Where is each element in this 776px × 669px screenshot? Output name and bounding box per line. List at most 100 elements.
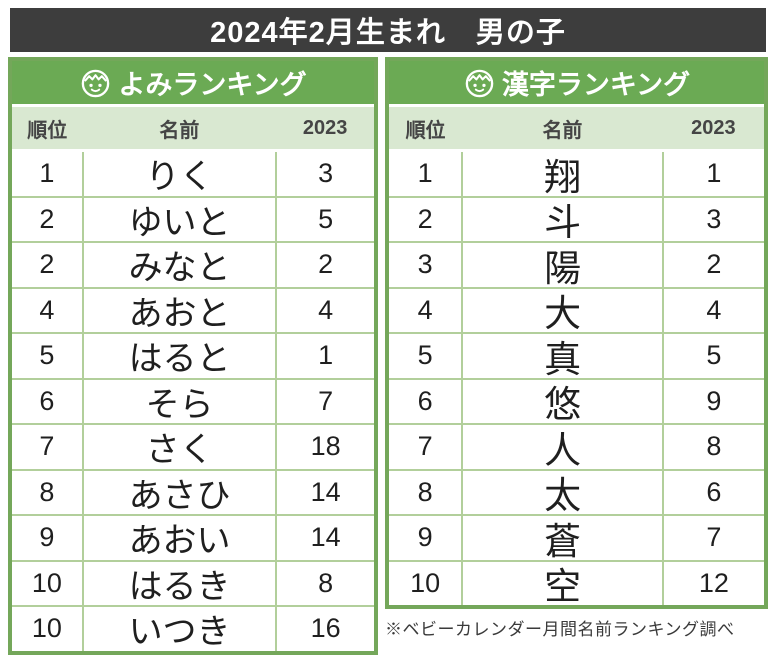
cell-prev: 14 xyxy=(310,476,341,507)
cell-rank: 4 xyxy=(389,288,464,332)
table-row: 8 あさひ 14 xyxy=(12,468,374,515)
cell-name: 太 xyxy=(463,470,664,516)
cell-prev: 1 xyxy=(318,340,334,371)
baby-face-icon xyxy=(79,66,112,99)
page-title: 2024年2月生まれ 男の子 xyxy=(210,17,566,49)
cell-rank: 2 xyxy=(12,197,84,241)
cell-rank: 7 xyxy=(389,425,464,469)
cell-name: りく xyxy=(84,152,278,196)
column-header-rank: 順位 xyxy=(405,119,446,142)
table-body: 1 翔 1 2 斗 3 3 陽 2 4 大 4 5 真 5 6 悠 9 7 人 8 8 太 6 9 蒼 7 10 空 12 xyxy=(389,152,764,607)
cell-name: 空 xyxy=(463,561,664,607)
cell-name: 陽 xyxy=(463,243,664,289)
cell-prev: 8 xyxy=(318,567,334,598)
cell-rank: 6 xyxy=(12,379,84,423)
cell-prev: 7 xyxy=(318,385,334,416)
cell-rank: 8 xyxy=(389,470,464,514)
table-row: 10 空 12 xyxy=(389,559,764,607)
table-row: 10 はるき 8 xyxy=(12,559,374,606)
cell-prev: 18 xyxy=(310,431,341,462)
cell-rank: 3 xyxy=(389,243,464,287)
cell-name: 大 xyxy=(463,288,664,334)
cell-prev: 5 xyxy=(318,203,334,234)
cell-name: そら xyxy=(84,379,278,424)
source-footnote: ※ベビーカレンダー月間名前ランキング調べ xyxy=(385,620,735,639)
tables-container: よみランキング 順位 名前 2023 1 りく 3 2 ゆいと 5 2 みなと 2 4 あおと 4 5 は… xyxy=(8,57,768,655)
column-header-rank: 順位 xyxy=(27,119,68,142)
cell-name: あさひ xyxy=(84,470,278,515)
table-row: 4 あおと 4 xyxy=(12,286,374,333)
cell-name: あおと xyxy=(84,288,278,333)
cell-rank: 10 xyxy=(389,561,464,605)
table-row: 7 さく 18 xyxy=(12,423,374,469)
cell-rank: 2 xyxy=(389,197,464,241)
cell-rank: 6 xyxy=(389,379,464,423)
table-title: よみランキング xyxy=(118,70,307,100)
cell-rank: 1 xyxy=(389,152,464,196)
cell-rank: 7 xyxy=(12,425,84,469)
yomi-ranking-title-bar: よみランキング xyxy=(12,61,374,107)
cell-prev: 9 xyxy=(706,385,722,416)
cell-name: 蒼 xyxy=(463,516,664,562)
cell-name: あおい xyxy=(84,516,278,560)
kanji-ranking-title-bar: 漢字ランキング xyxy=(389,61,764,107)
cell-prev: 14 xyxy=(310,522,341,553)
cell-prev: 6 xyxy=(706,476,722,507)
cell-name: 斗 xyxy=(463,197,664,243)
cell-name: 悠 xyxy=(463,379,664,425)
cell-name: 人 xyxy=(463,425,664,471)
cell-name: 翔 xyxy=(463,152,664,198)
cell-prev: 4 xyxy=(318,294,334,325)
cell-prev: 12 xyxy=(698,567,729,598)
cell-prev: 3 xyxy=(706,203,722,234)
column-header-name: 名前 xyxy=(159,119,200,142)
column-header-2023: 2023 xyxy=(302,116,348,139)
cell-prev: 5 xyxy=(706,340,722,371)
table-row: 2 みなと 2 xyxy=(12,241,374,287)
table-title: 漢字ランキング xyxy=(501,70,691,100)
table-row: 2 ゆいと 5 xyxy=(12,195,374,242)
cell-rank: 10 xyxy=(12,607,84,651)
column-header-row: 順位 名前 2023 xyxy=(389,107,764,152)
table-body: 1 りく 3 2 ゆいと 5 2 みなと 2 4 あおと 4 5 はると 1 6 そら 7 7 さく 18 8 あさひ 14 9… xyxy=(12,152,374,651)
cell-prev: 8 xyxy=(706,431,722,462)
title-banner: 2024年2月生まれ 男の子 xyxy=(10,8,766,52)
cell-name: さく xyxy=(84,425,278,469)
cell-rank: 5 xyxy=(12,334,84,378)
cell-rank: 9 xyxy=(389,516,464,560)
cell-rank: 10 xyxy=(12,561,84,605)
cell-name: 真 xyxy=(463,334,664,380)
yomi-ranking-section: よみランキング 順位 名前 2023 1 りく 3 2 ゆいと 5 2 みなと 2 4 あおと 4 5 は… xyxy=(8,57,378,655)
cell-rank: 2 xyxy=(12,243,84,287)
cell-rank: 5 xyxy=(389,334,464,378)
table-row: 5 はると 1 xyxy=(12,332,374,378)
cell-prev: 2 xyxy=(706,249,722,280)
table-row: 9 あおい 14 xyxy=(12,514,374,560)
yomi-ranking-table: よみランキング 順位 名前 2023 1 りく 3 2 ゆいと 5 2 みなと 2 4 あおと 4 5 は… xyxy=(8,57,378,655)
table-row: 6 そら 7 xyxy=(12,377,374,424)
table-row: 10 いつき 16 xyxy=(12,605,374,651)
cell-prev: 1 xyxy=(706,158,722,189)
cell-name: はるき xyxy=(84,561,278,606)
cell-name: いつき xyxy=(84,607,278,651)
column-header-name: 名前 xyxy=(542,119,583,142)
cell-rank: 9 xyxy=(12,516,84,560)
cell-name: ゆいと xyxy=(84,197,278,242)
cell-prev: 4 xyxy=(706,294,722,325)
cell-prev: 3 xyxy=(318,158,334,189)
cell-rank: 8 xyxy=(12,470,84,514)
column-header-row: 順位 名前 2023 xyxy=(12,107,374,152)
table-row: 1 りく 3 xyxy=(12,152,374,196)
